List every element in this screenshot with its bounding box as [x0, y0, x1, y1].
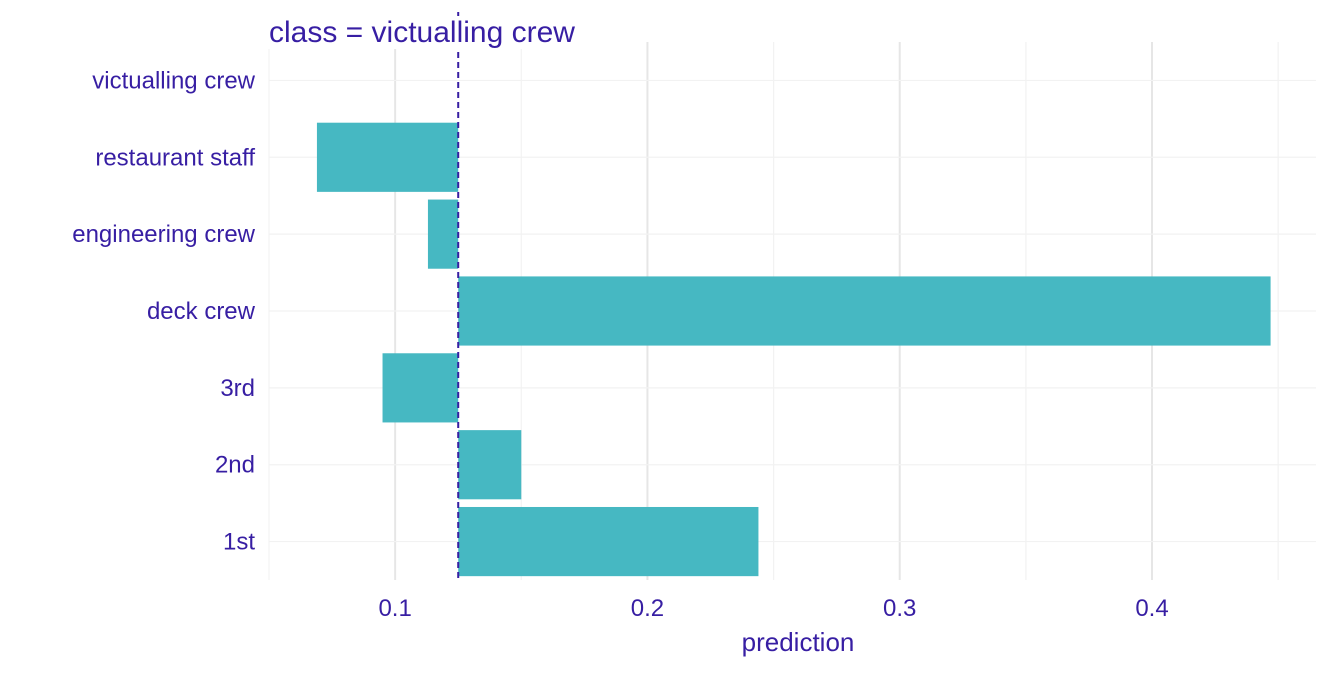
y-tick-label: 1st: [223, 529, 255, 556]
panel-title-background: [267, 16, 578, 49]
y-tick-label: victualling crew: [92, 67, 255, 94]
y-axis-tick-labels: victualling crew restaurant staff engineer…: [72, 67, 255, 555]
y-tick-label: deck crew: [147, 298, 256, 325]
x-tick-label: 0.1: [378, 595, 411, 622]
bars: [316, 122, 1271, 577]
x-tick-label: 0.2: [631, 595, 664, 622]
x-tick-label: 0.4: [1135, 595, 1168, 622]
x-axis-tick-labels: 0.1 0.2 0.3 0.4: [378, 595, 1168, 622]
x-tick-label: 0.3: [883, 595, 916, 622]
bar-restaurant-staff: [316, 122, 459, 192]
x-axis-title: prediction: [742, 627, 855, 657]
bar-3rd: [382, 353, 459, 423]
bar-1st: [458, 506, 759, 577]
panel-title: class = victualling crew: [269, 16, 575, 49]
y-tick-label: engineering crew: [72, 221, 255, 248]
bar-engineering-crew: [427, 199, 459, 269]
bar-2nd: [458, 430, 522, 500]
bar-deck-crew: [458, 276, 1271, 346]
y-tick-label: 3rd: [220, 375, 255, 402]
y-tick-label: restaurant staff: [95, 144, 255, 171]
y-tick-label: 2nd: [215, 452, 255, 479]
